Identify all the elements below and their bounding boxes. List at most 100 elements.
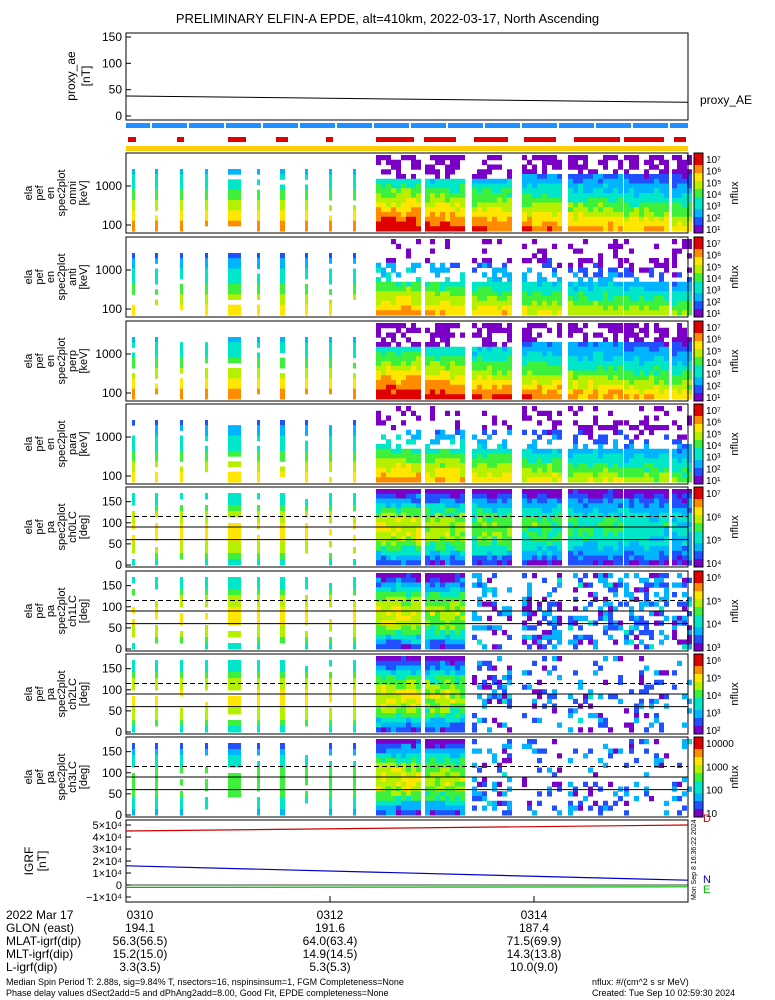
spectrogram-cell (450, 508, 455, 514)
spectrogram-ylabel: en (45, 187, 57, 199)
spectrogram-cell (672, 155, 677, 161)
spectrogram-cell (537, 644, 542, 650)
spectrogram-cell (472, 512, 477, 518)
spectrogram-cell (552, 620, 557, 626)
spectrogram-cell (593, 291, 598, 297)
spectrogram-cell (552, 527, 557, 533)
spectrogram-cell (132, 253, 135, 259)
spectrogram-cell (618, 522, 623, 528)
spectrogram-cell (257, 273, 260, 280)
spectrogram-cell (205, 461, 208, 467)
spectrogram-cell (639, 221, 644, 227)
spectrogram-cell (391, 188, 396, 194)
spectrogram-cell (180, 553, 183, 560)
spectrogram-cell (583, 272, 588, 278)
spectrogram-cell (659, 463, 664, 469)
spectrogram-cell (629, 248, 634, 254)
spectrogram-cell (455, 212, 460, 218)
spectrogram-cell (406, 188, 411, 194)
spectrogram-cell (280, 189, 285, 196)
spectrogram-cell (406, 477, 411, 483)
spectrogram-cell (537, 174, 542, 180)
spectrogram-cell (460, 356, 465, 362)
spectrogram-cell (482, 262, 487, 268)
spectrogram-cell (547, 178, 552, 184)
spectrogram-cell (659, 193, 664, 199)
spectrogram-cell (644, 630, 649, 636)
spectrogram-cell (411, 453, 416, 459)
spectrogram-cell (132, 643, 135, 650)
spectrogram-cell (329, 383, 332, 390)
spectrogram-cell (440, 498, 445, 504)
spectrogram-cell (687, 420, 692, 426)
spectrogram-cell (430, 337, 435, 343)
spectrogram-cell (450, 305, 455, 311)
spectrogram-cell (603, 467, 608, 473)
spectrogram-cell (228, 169, 241, 175)
spectrogram-cell (687, 560, 692, 566)
spectrogram-cell (376, 582, 381, 588)
spectrogram-cell (391, 356, 396, 362)
spectrogram-cell (578, 226, 583, 232)
spectrogram-cell (583, 356, 588, 362)
spectrogram-cell (542, 493, 547, 499)
spectrogram-cell (450, 207, 455, 213)
spectrogram-cell (391, 531, 396, 537)
spectrogram-cell (132, 352, 135, 359)
spectrogram-cell (386, 517, 391, 523)
spectrogram-cell (639, 550, 644, 556)
spectrogram-cell (430, 216, 435, 222)
spectrogram-cell (482, 527, 487, 533)
spectrogram-cell (613, 286, 618, 292)
spectrogram-cell (472, 221, 477, 227)
spectrogram-cell (482, 425, 487, 431)
spectrogram-cell (386, 281, 391, 287)
spectrogram-cell (406, 327, 411, 333)
colorbar-segment (694, 420, 703, 425)
spectrogram-cell (598, 458, 603, 464)
spectrogram-cell (425, 550, 430, 556)
spectrogram-cell (618, 300, 623, 306)
spectrogram-cell (396, 573, 401, 579)
spectrogram-cell (654, 286, 659, 292)
spectrogram-cell (386, 305, 391, 311)
spectrogram-cell (450, 212, 455, 218)
spectrogram-cell (305, 268, 308, 275)
spectrogram-cell (487, 512, 492, 518)
spectrogram-cell (542, 429, 547, 435)
spectrogram-cell (445, 332, 450, 338)
spectrogram-cell (588, 351, 593, 357)
spectrogram-cell (492, 323, 497, 329)
spectrogram-cell (406, 356, 411, 362)
spectrogram-cell (532, 541, 537, 547)
spectrogram-cell (460, 384, 465, 390)
spectrogram-cell (593, 389, 598, 395)
spectrogram-cell (583, 517, 588, 523)
spectrogram-cell (280, 194, 285, 201)
spectrogram-cell (376, 536, 381, 542)
spectrogram-cell (205, 278, 208, 285)
spectrogram-cell (659, 375, 664, 381)
spectrogram-cell (687, 489, 692, 495)
spectrogram-cell (406, 253, 411, 259)
spectrogram-cell (257, 342, 260, 348)
spectrogram-cell (578, 262, 583, 268)
spectrogram-cell (416, 415, 421, 421)
spectrogram-cell (639, 577, 644, 583)
colorbar-tick-label: 10⁵ (706, 429, 721, 440)
spectrogram-cell (552, 541, 557, 547)
spectrogram-cell (682, 183, 687, 189)
spectrogram-cell (445, 472, 450, 478)
spectrogram-cell (492, 277, 497, 283)
spectrogram-cell (386, 444, 391, 450)
spectrogram-cell (376, 467, 381, 473)
spectrogram-cell (450, 550, 455, 556)
spectrogram-cell (440, 370, 445, 376)
spectrogram-cell (532, 406, 537, 412)
spectrogram-cell (552, 361, 557, 367)
spectrogram-cell (682, 169, 687, 175)
spectrogram-cell (608, 291, 613, 297)
spectrogram-cell (687, 174, 692, 180)
spectrogram-cell (450, 183, 455, 189)
spectrogram-cell (305, 368, 308, 374)
